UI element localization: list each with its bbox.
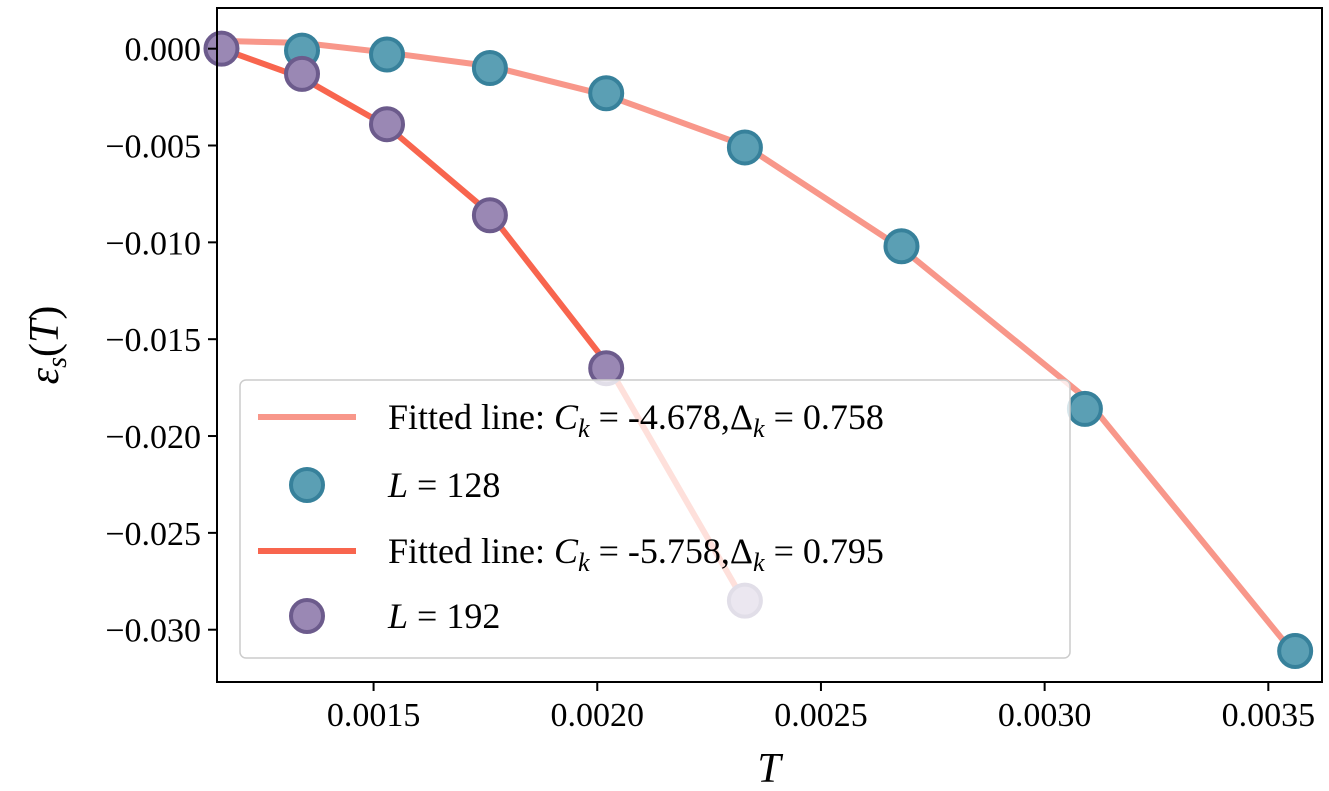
- legend-label: L = 192: [387, 596, 500, 636]
- legend-box: [239, 379, 1071, 659]
- data-point: [203, 30, 240, 67]
- legend: Fitted line: Ck = -4.678,Δk = 0.758 L = 1…: [239, 379, 1071, 659]
- y-tick-label: −0.015: [105, 322, 201, 359]
- y-tick-label: −0.020: [105, 419, 201, 456]
- x-axis: 0.0015 0.0020 0.0025 0.0030 0.0035: [327, 682, 1315, 734]
- legend-label: L = 128: [387, 465, 500, 505]
- y-axis-label: εs(T): [22, 306, 73, 385]
- y-tick-label: 0.000: [125, 32, 202, 69]
- data-point: [471, 197, 508, 234]
- y-tick-label: −0.030: [105, 613, 201, 650]
- x-tick-label: 0.0015: [327, 697, 421, 734]
- x-tick-label: 0.0025: [774, 697, 868, 734]
- data-point: [883, 228, 920, 265]
- axes-frame: [216, 7, 1323, 683]
- x-tick-label: 0.0030: [998, 697, 1092, 734]
- y-axis: 0.000 −0.005 −0.010 −0.015 −0.020 −0.025 −0.03…: [105, 32, 217, 650]
- plot-area: [203, 30, 1314, 670]
- legend-marker-swatch: [289, 467, 325, 503]
- data-point: [1277, 633, 1314, 670]
- data-point: [471, 50, 508, 87]
- x-tick-label: 0.0035: [1222, 697, 1316, 734]
- x-tick-label: 0.0020: [551, 697, 645, 734]
- series-2: [284, 32, 1314, 670]
- data-point: [726, 129, 763, 166]
- data-point: [1066, 390, 1103, 427]
- x-axis-label: T: [757, 746, 783, 791]
- y-tick-label: −0.010: [105, 225, 201, 262]
- legend-label: Fitted line: Ck = -5.758,Δk = 0.795: [388, 531, 884, 577]
- legend-marker-swatch: [289, 598, 325, 634]
- y-tick-label: −0.005: [105, 129, 201, 166]
- data-point: [284, 55, 320, 92]
- data-point: [588, 75, 625, 112]
- y-tick-label: −0.025: [105, 516, 201, 553]
- legend-label: Fitted line: Ck = -4.678,Δk = 0.758: [388, 397, 884, 443]
- data-point: [369, 106, 405, 143]
- data-point: [369, 36, 405, 73]
